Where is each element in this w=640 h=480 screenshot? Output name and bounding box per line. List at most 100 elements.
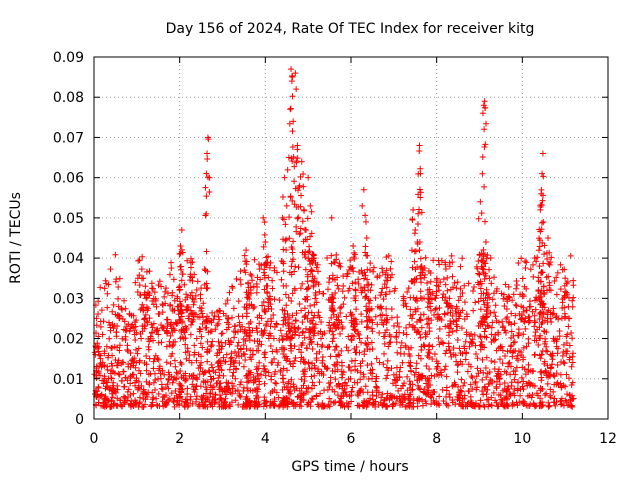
- data-point: [377, 303, 384, 310]
- data-point: [279, 386, 286, 393]
- data-point: [427, 307, 434, 314]
- data-point: [216, 316, 223, 323]
- data-point: [271, 267, 278, 274]
- data-point: [173, 320, 180, 327]
- data-point: [435, 360, 442, 367]
- data-point: [537, 355, 544, 362]
- data-point: [418, 279, 425, 286]
- data-point: [540, 219, 547, 226]
- data-point: [446, 391, 453, 398]
- data-point: [351, 345, 358, 352]
- data-point: [339, 288, 346, 295]
- data-point: [536, 263, 543, 270]
- data-point: [381, 340, 388, 347]
- data-point: [388, 314, 395, 321]
- y-tick-label: 0.02: [53, 332, 84, 348]
- data-point: [261, 231, 268, 238]
- data-point: [531, 312, 538, 319]
- data-point: [283, 282, 290, 289]
- data-point: [155, 391, 162, 398]
- data-point: [294, 155, 301, 162]
- data-point: [328, 214, 335, 221]
- data-point: [179, 319, 186, 326]
- data-point: [260, 403, 267, 410]
- data-point: [385, 252, 392, 259]
- data-point: [265, 295, 272, 302]
- data-point: [284, 367, 291, 374]
- data-point: [345, 333, 352, 340]
- data-point: [411, 279, 418, 286]
- data-point: [536, 352, 543, 359]
- data-point: [136, 257, 143, 264]
- data-point: [453, 310, 460, 317]
- data-point: [519, 364, 526, 371]
- data-point: [108, 375, 115, 382]
- data-point: [166, 271, 173, 278]
- data-point: [433, 401, 440, 408]
- data-point: [246, 337, 253, 344]
- x-tick-label: 6: [347, 431, 356, 447]
- data-point: [185, 304, 192, 311]
- data-point: [531, 255, 538, 262]
- data-point: [204, 155, 211, 162]
- data-point: [457, 293, 464, 300]
- data-point: [286, 328, 293, 335]
- data-point: [433, 282, 440, 289]
- data-point: [384, 372, 391, 379]
- data-point: [182, 341, 189, 348]
- data-point: [331, 388, 338, 395]
- data-point: [281, 354, 288, 361]
- data-point: [413, 377, 420, 384]
- data-point: [380, 296, 387, 303]
- data-point: [481, 384, 488, 391]
- data-point: [570, 282, 577, 289]
- data-point: [330, 295, 337, 302]
- data-point: [155, 282, 162, 289]
- data-point: [425, 295, 432, 302]
- data-point: [216, 380, 223, 387]
- data-point: [99, 331, 106, 338]
- data-point: [280, 375, 287, 382]
- data-point: [382, 403, 389, 410]
- data-point: [182, 370, 189, 377]
- data-point: [469, 402, 476, 409]
- data-point: [340, 389, 347, 396]
- data-point: [342, 379, 349, 386]
- data-point: [196, 401, 203, 408]
- data-point: [539, 402, 546, 409]
- data-point: [290, 360, 297, 367]
- data-point: [481, 344, 488, 351]
- data-point: [283, 394, 290, 401]
- data-point: [378, 394, 385, 401]
- data-point: [334, 392, 341, 399]
- data-point: [388, 258, 395, 265]
- data-point: [305, 285, 312, 292]
- data-point: [135, 367, 142, 374]
- data-point: [296, 231, 303, 238]
- data-point: [307, 202, 314, 209]
- data-point: [569, 403, 576, 410]
- data-point: [253, 347, 260, 354]
- data-point: [492, 302, 499, 309]
- data-point: [191, 342, 198, 349]
- data-point: [475, 270, 482, 277]
- data-point: [217, 307, 224, 314]
- data-point: [556, 328, 563, 335]
- data-point: [374, 321, 381, 328]
- data-point: [520, 308, 527, 315]
- data-point: [203, 324, 210, 331]
- data-point: [186, 352, 193, 359]
- data-point: [436, 341, 443, 348]
- data-point: [132, 397, 139, 404]
- data-point: [189, 295, 196, 302]
- data-point: [93, 322, 100, 329]
- data-point: [384, 272, 391, 279]
- data-point: [130, 362, 137, 369]
- data-point: [184, 294, 191, 301]
- data-point: [204, 349, 211, 356]
- data-point: [291, 287, 298, 294]
- data-point: [282, 320, 289, 327]
- data-point: [484, 322, 491, 329]
- data-point: [525, 379, 532, 386]
- data-point: [159, 309, 166, 316]
